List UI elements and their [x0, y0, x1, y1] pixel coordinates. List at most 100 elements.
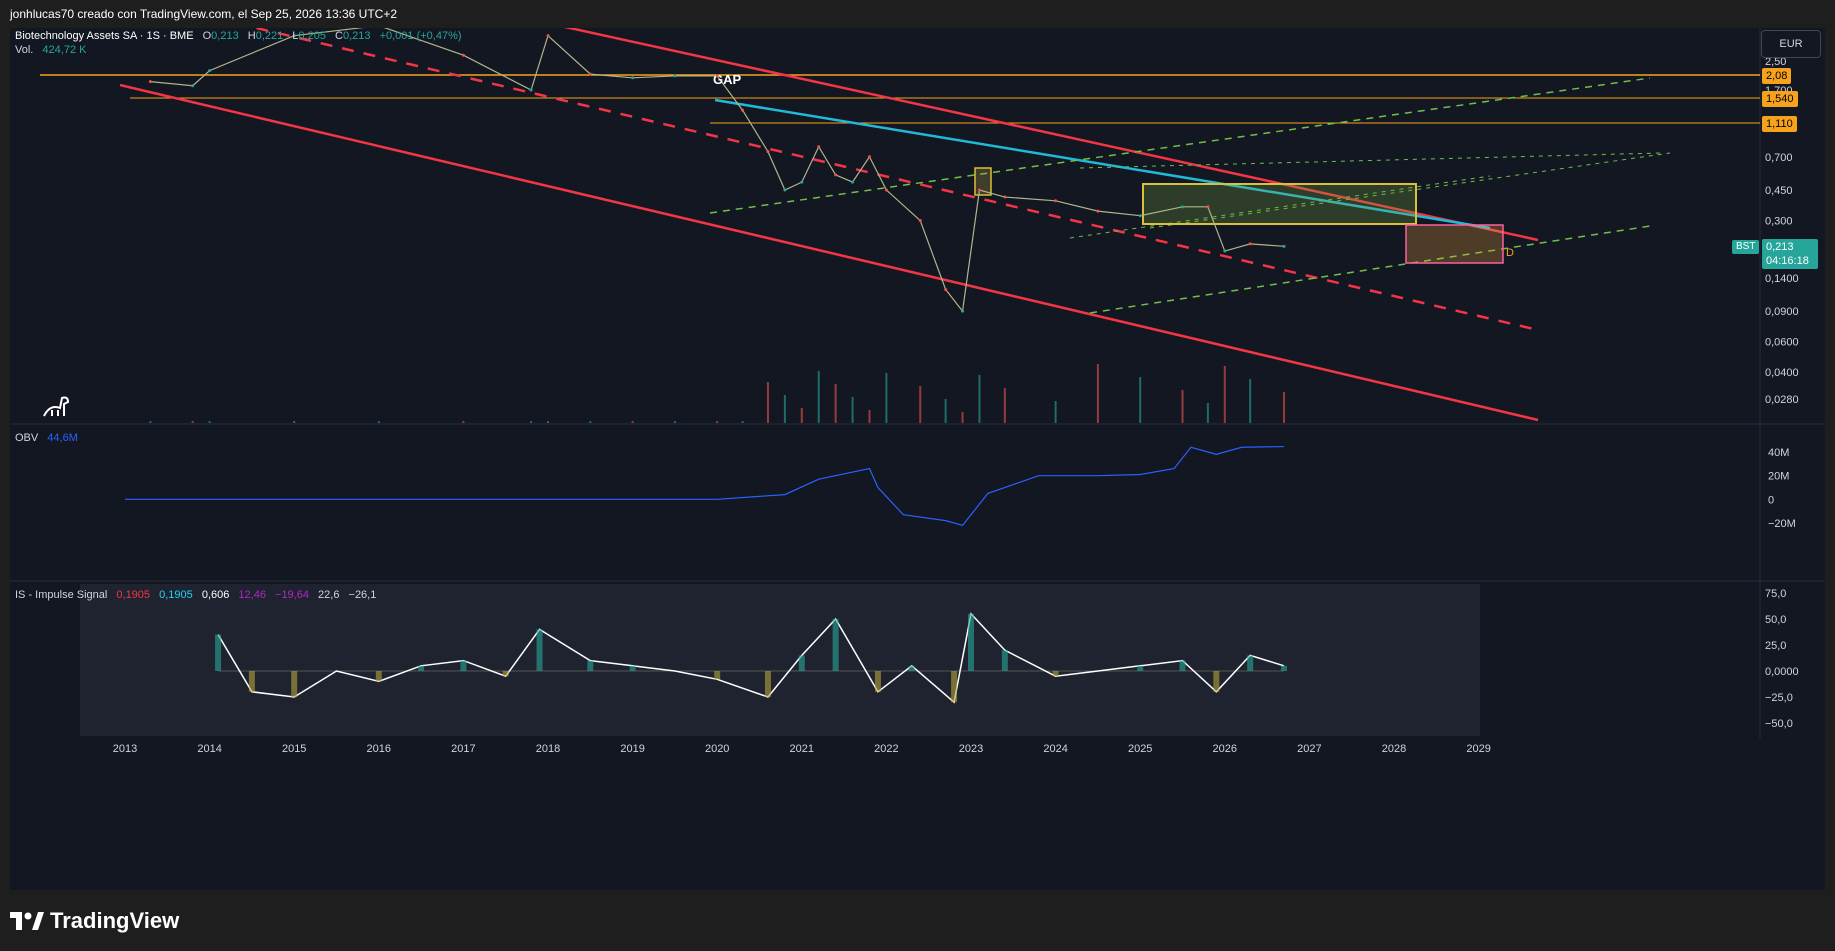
open-label: O [202, 30, 212, 42]
price-point [800, 180, 804, 184]
price-point [834, 173, 838, 177]
x-axis-ticks: 2013 2014 2015 2016 2017 2018 2019 2020 2021 2022… [113, 743, 1491, 755]
volume-bar [783, 395, 786, 423]
green-dashed-line-bottom [1069, 175, 1491, 239]
green-dashed-line-upper [1079, 152, 1661, 169]
price-series-line [150, 28, 1285, 313]
level-tag-2-08: 2,08 [1762, 68, 1792, 84]
price-point [588, 72, 592, 76]
price-point [1096, 209, 1100, 213]
volume-bar [766, 382, 769, 423]
price-point [977, 188, 981, 192]
impulse-bar [536, 629, 543, 671]
volume-bar [1003, 388, 1006, 423]
volume-bar [530, 421, 533, 423]
impulse-bar [764, 671, 771, 697]
price-tick-label: 2,50 [1765, 56, 1786, 68]
impulse-bar [248, 671, 255, 692]
consolidation-box-pink [1405, 224, 1504, 264]
x-tick-label: 2013 [113, 743, 137, 755]
impulse-bar [968, 613, 974, 671]
symbol-legend: Biotechnology Assets SA · 1S · BME O0,21… [15, 30, 468, 42]
x-tick-label: 2019 [620, 743, 644, 755]
price-point [867, 155, 871, 159]
x-tick-label: 2018 [536, 743, 560, 755]
volume-bar [817, 371, 820, 423]
high-label: H [247, 30, 256, 42]
price-point [148, 80, 152, 84]
consolidation-box-green [1142, 183, 1417, 225]
vol-value: 424,72 K [42, 44, 87, 56]
x-tick-label: 2020 [705, 743, 729, 755]
price-point [783, 188, 787, 192]
countdown-value: 04:16:18 [1766, 255, 1809, 267]
x-tick-label: 2026 [1213, 743, 1237, 755]
tradingview-logo[interactable]: TradingView [10, 906, 179, 936]
price-point [1206, 205, 1210, 209]
obv-legend: OBV 44,6M [15, 432, 84, 444]
y-axis-ticks: 2,501,7000,7000,4500,3000,14000,09000,06… [1765, 56, 1799, 406]
obv-tick-label: 20M [1768, 471, 1789, 483]
price-tick-label: 0,0400 [1765, 367, 1799, 379]
impulse-bar [798, 655, 805, 671]
volume-bar [377, 421, 380, 423]
impulse-bar [1179, 660, 1186, 671]
x-tick-label: 2014 [197, 743, 221, 755]
impulse-bar [874, 671, 881, 692]
impulse-tick-label: −50,0 [1765, 718, 1793, 730]
impulse-bar [502, 671, 509, 677]
open-value: 0,213 [211, 30, 239, 42]
price-point [944, 287, 948, 291]
impulse-bar [1213, 671, 1220, 692]
tradingview-wordmark: TradingView [50, 908, 180, 933]
volume-bar [978, 375, 981, 423]
impulse-bar [587, 660, 594, 671]
x-tick-label: 2029 [1466, 743, 1490, 755]
volume-bar [293, 421, 296, 423]
price-point [918, 219, 922, 223]
impulse-bar [1247, 655, 1254, 671]
volume-bar [149, 421, 152, 423]
price-point [851, 180, 855, 184]
low-label: L [292, 30, 299, 42]
chart-frame[interactable]: GAP D 2013 2014 2015 2016 2017 2018 2019 2020 20… [10, 28, 1825, 890]
price-point [673, 74, 677, 78]
impulse-tick-label: −25,0 [1765, 692, 1793, 704]
obv-tick-label: 40M [1768, 447, 1789, 459]
cyan-trendline [714, 98, 1491, 230]
volume-bar [1096, 364, 1099, 423]
impulse-group [215, 612, 1288, 704]
x-tick-label: 2015 [282, 743, 306, 755]
obv-tick-label: 0 [1768, 494, 1774, 506]
channel-mid-dashed-line [250, 28, 1539, 332]
volume-bar [868, 410, 871, 423]
price-point [191, 84, 195, 88]
price-point [741, 108, 745, 112]
current-price-tag: 0,213 04:16:18 [1762, 239, 1818, 269]
price-point [529, 88, 533, 92]
volume-bar [944, 399, 947, 423]
ticker-tag: BST [1732, 240, 1760, 254]
volume-bar [1223, 366, 1226, 423]
impulse-v4: 12,46 [238, 589, 266, 601]
currency-button[interactable]: EUR [1761, 30, 1821, 58]
impulse-bar [1052, 671, 1059, 677]
green-dashed-line-inner [1149, 152, 1671, 229]
impulse-v5: −19,64 [275, 589, 309, 601]
dino-logo-icon [43, 396, 70, 417]
impulse-bar [375, 671, 382, 682]
volume-bar [834, 384, 837, 423]
chart-canvas[interactable]: GAP D 2013 2014 2015 2016 2017 2018 2019 2020 20… [10, 28, 1825, 890]
price-point [1248, 242, 1252, 246]
impulse-tick-label: 0,0000 [1765, 666, 1799, 678]
impulse-v2: 0,1905 [159, 589, 193, 601]
impulse-series-line [217, 612, 1285, 704]
green-dashed-line-lower [1089, 225, 1651, 314]
impulse-bar [291, 671, 298, 697]
impulse-bar [215, 634, 222, 671]
obv-value: 44,6M [47, 432, 78, 444]
volume-bar [547, 421, 549, 423]
tradingview-logo-icon [10, 912, 44, 930]
channel-lower-line [119, 83, 1539, 422]
price-point [208, 69, 212, 73]
